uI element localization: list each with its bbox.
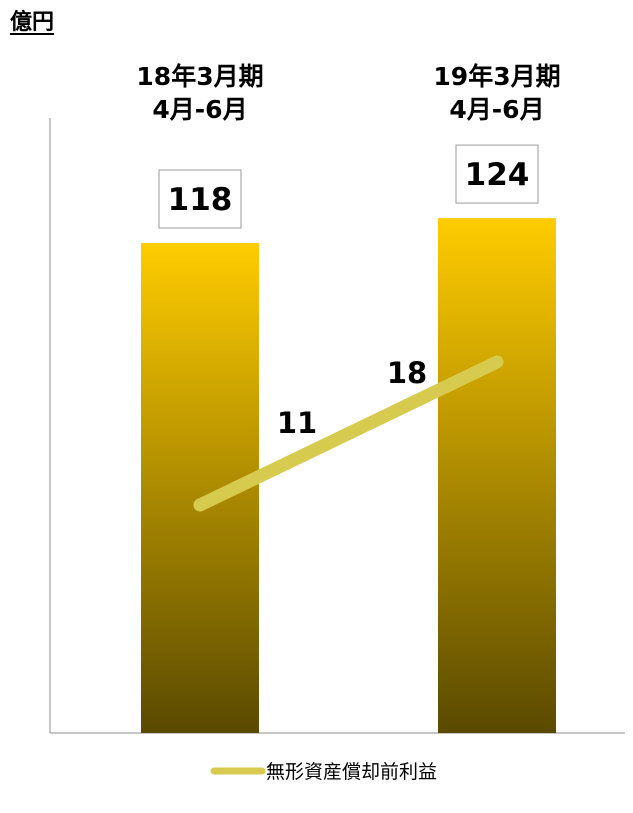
bar (438, 218, 556, 734)
line-series (193, 355, 504, 512)
bar-value-box (158, 169, 242, 229)
unit-label: 億円 (10, 10, 55, 35)
category-label-line: 4月-6月 (152, 95, 247, 124)
line-value-label: 11 (277, 406, 317, 440)
bar-value-box (455, 144, 539, 204)
bar-value-label: 124 (465, 157, 530, 193)
bar-value-label: 118 (168, 182, 233, 218)
legend-label: 無形資産償却前利益 (266, 761, 437, 783)
line-point (199, 504, 201, 506)
category-label: 19年3月期 4月-6月 (433, 62, 560, 124)
line-value-label: 18 (387, 356, 427, 390)
category-label-line: 18年3月期 (136, 62, 263, 91)
category-label-line: 19年3月期 (433, 62, 560, 91)
line-point (496, 361, 498, 363)
category-label-line: 4月-6月 (449, 95, 544, 124)
legend: 無形資産償却前利益 (210, 761, 437, 783)
category-label: 18年3月期 4月-6月 (136, 62, 263, 124)
